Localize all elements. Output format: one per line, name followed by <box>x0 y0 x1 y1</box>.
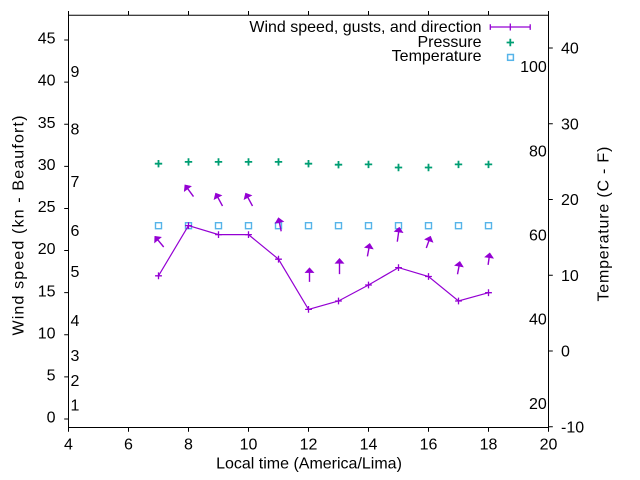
svg-text:12: 12 <box>300 437 318 454</box>
svg-text:16: 16 <box>420 437 438 454</box>
svg-text:7: 7 <box>71 174 80 191</box>
svg-text:20: 20 <box>540 437 558 454</box>
svg-text:6: 6 <box>124 437 133 454</box>
svg-text:4: 4 <box>64 437 73 454</box>
svg-text:80: 80 <box>529 143 547 160</box>
svg-text:Wind speed, gusts, and directi: Wind speed, gusts, and direction <box>249 19 481 36</box>
svg-text:35: 35 <box>38 115 56 132</box>
svg-text:2: 2 <box>71 373 80 390</box>
svg-text:10: 10 <box>240 437 258 454</box>
svg-text:40: 40 <box>561 41 579 58</box>
svg-text:5: 5 <box>71 264 80 281</box>
svg-text:100: 100 <box>520 59 547 76</box>
svg-text:15: 15 <box>38 283 56 300</box>
svg-text:10: 10 <box>38 325 56 342</box>
svg-text:8: 8 <box>184 437 193 454</box>
svg-text:-10: -10 <box>561 419 584 436</box>
svg-text:8: 8 <box>71 122 80 139</box>
svg-text:20: 20 <box>529 396 547 413</box>
svg-text:45: 45 <box>38 31 56 48</box>
svg-text:20: 20 <box>561 192 579 209</box>
svg-text:40: 40 <box>529 312 547 329</box>
svg-text:Pressure: Pressure <box>417 34 481 51</box>
svg-text:Temperature (C - F): Temperature (C - F) <box>596 146 613 302</box>
svg-text:25: 25 <box>38 199 56 216</box>
svg-text:20: 20 <box>38 241 56 258</box>
svg-text:3: 3 <box>71 348 80 365</box>
svg-text:18: 18 <box>480 437 498 454</box>
svg-text:1: 1 <box>71 398 80 415</box>
svg-text:0: 0 <box>47 410 56 427</box>
svg-text:Local time (America/Lima): Local time (America/Lima) <box>216 456 402 473</box>
svg-text:Wind speed (kn - Beaufort): Wind speed (kn - Beaufort) <box>11 114 28 335</box>
svg-text:14: 14 <box>360 437 378 454</box>
svg-text:30: 30 <box>38 157 56 174</box>
svg-text:10: 10 <box>561 268 579 285</box>
svg-text:30: 30 <box>561 116 579 133</box>
svg-text:60: 60 <box>529 228 547 245</box>
svg-text:5: 5 <box>47 367 56 384</box>
svg-text:Temperature: Temperature <box>392 48 482 65</box>
svg-text:4: 4 <box>71 313 80 330</box>
svg-text:40: 40 <box>38 73 56 90</box>
svg-text:6: 6 <box>71 223 80 240</box>
svg-text:9: 9 <box>71 64 80 81</box>
svg-text:0: 0 <box>561 344 570 361</box>
